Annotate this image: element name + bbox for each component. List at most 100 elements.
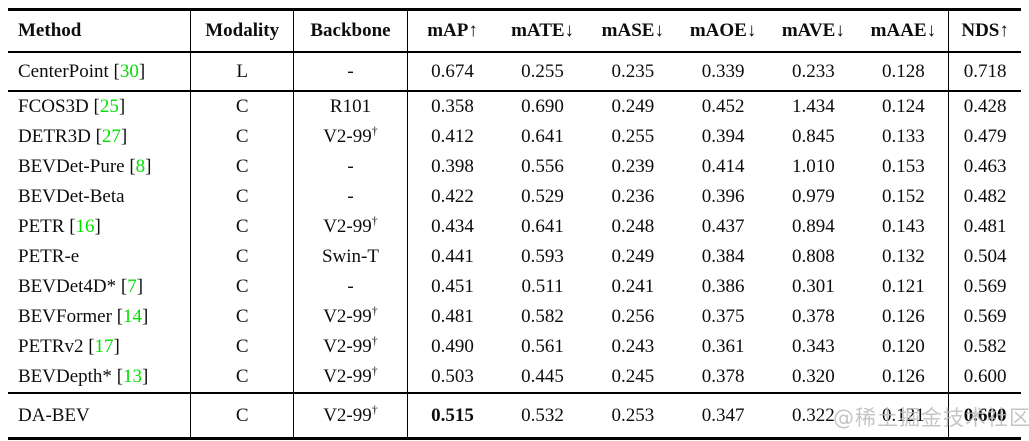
- table-row: CenterPoint [30] L - 0.674 0.255 0.235 0.339 0.…: [8, 52, 1021, 91]
- table-row: PETR [16] C V2-99† 0.434 0.641 0.248 0.437 0.89…: [8, 212, 1021, 242]
- cell-mase: 0.239: [611, 156, 655, 178]
- cell-maae: 0.126: [858, 362, 950, 393]
- down-arrow-icon: ↓: [926, 20, 937, 42]
- cell-method: BEVDet-Beta: [8, 182, 192, 212]
- cell-mave: 0.233: [791, 60, 835, 82]
- column-header-mase: mASE↓: [601, 20, 664, 42]
- cell-modality: C: [190, 182, 295, 212]
- cell-backbone: V2-99†: [293, 362, 408, 393]
- citation-number: 7: [127, 276, 137, 298]
- cell-nds: 0.569: [963, 276, 1007, 298]
- results-table: Method Modality Backbone mAP↑ mATE↓ mASE↓ mAOE…: [8, 8, 1021, 440]
- cell-map: 0.441: [431, 246, 474, 268]
- citation-number: 8: [135, 156, 146, 178]
- citation-number: 25: [99, 96, 119, 118]
- column-header-mate: mATE↓: [511, 20, 575, 42]
- cell-maoe: 0.386: [701, 276, 745, 298]
- column-header-nds: NDS↑: [961, 20, 1009, 42]
- cell-mave: 0.808: [791, 246, 835, 268]
- table-row: FCOS3D [25] C R101 0.358 0.690 0.249 0.452 1.43…: [8, 91, 1021, 122]
- citation-number: 13: [123, 366, 143, 388]
- column-header-map: mAP↑: [427, 20, 478, 42]
- cell-mase: 0.241: [611, 276, 655, 298]
- table-row: BEVDet4D* [7] C - 0.451 0.511 0.241 0.386 0.301…: [8, 272, 1021, 302]
- citation: [27]: [90, 126, 128, 148]
- cell-mave: 0.845: [791, 126, 835, 148]
- dagger-mark: †: [371, 363, 378, 378]
- cell-backbone: -: [293, 272, 408, 302]
- cell-modality: C: [190, 272, 295, 302]
- cell-backbone: V2-99†: [293, 302, 408, 332]
- cell-mate: 0.641: [521, 126, 564, 148]
- cell-method: BEVDet-Pure [8]: [8, 152, 192, 182]
- cell-mate: 0.582: [521, 306, 564, 328]
- up-arrow-icon: ↑: [468, 20, 478, 42]
- cell-nds: 0.463: [963, 156, 1007, 178]
- cell-method: PETR [16]: [8, 212, 192, 242]
- cell-mave: 1.434: [791, 96, 835, 118]
- cell-mave: 0.320: [791, 366, 835, 388]
- table-row: PETR-e C Swin-T 0.441 0.593 0.249 0.384 0.808 0.…: [8, 242, 1021, 272]
- down-arrow-icon: ↓: [746, 20, 757, 42]
- cell-method: PETRv2 [17]: [8, 332, 192, 362]
- cell-nds: 0.481: [963, 216, 1007, 238]
- cell-mave: 0.378: [791, 306, 835, 328]
- cell-maoe: 0.437: [701, 216, 745, 238]
- cell-modality: C: [190, 122, 295, 152]
- column-header-mave: mAVE↓: [781, 20, 845, 42]
- cell-backbone: Swin-T: [293, 242, 408, 272]
- cell-maoe: 0.378: [701, 366, 745, 388]
- dagger-mark: †: [371, 333, 378, 348]
- cell-maoe: 0.384: [701, 246, 745, 268]
- cell-map: 0.490: [431, 336, 474, 358]
- cell-maoe: 0.394: [701, 126, 745, 148]
- cell-maoe: 0.452: [701, 96, 745, 118]
- cell-map: 0.503: [431, 366, 474, 388]
- cell-modality: C: [190, 242, 295, 272]
- cell-map: 0.451: [431, 276, 474, 298]
- cell-method: DETR3D [27]: [8, 122, 192, 152]
- row-group-2: DA-BEV C V2-99† 0.515 0.532 0.253 0.347 0.322 0.…: [8, 393, 1021, 439]
- cell-mate: 0.641: [521, 216, 564, 238]
- dagger-mark: †: [371, 123, 378, 138]
- cell-map: 0.481: [431, 306, 474, 328]
- cell-maae: 0.153: [858, 152, 950, 182]
- cell-mave: 0.301: [791, 276, 835, 298]
- cell-mase: 0.236: [611, 186, 655, 208]
- cell-modality: C: [190, 302, 295, 332]
- table-header: Method Modality Backbone mAP↑ mATE↓ mASE↓ mAOE…: [8, 9, 1021, 52]
- table-row: BEVDepth* [13] C V2-99† 0.503 0.445 0.245 0.37…: [8, 362, 1021, 393]
- down-arrow-icon: ↓: [835, 20, 845, 42]
- cell-method: BEVDepth* [13]: [8, 362, 192, 393]
- cell-maoe: 0.396: [701, 186, 745, 208]
- cell-mate: 0.529: [521, 186, 564, 208]
- cell-backbone: V2-99†: [293, 393, 408, 439]
- cell-maoe: 0.375: [701, 306, 745, 328]
- citation-number: 14: [123, 306, 143, 328]
- cell-map: 0.674: [431, 60, 474, 82]
- citation: [14]: [111, 306, 149, 328]
- cell-nds: 0.718: [963, 60, 1007, 82]
- dagger-mark: †: [371, 213, 378, 228]
- header-row: Method Modality Backbone mAP↑ mATE↓ mASE↓ mAOE…: [8, 9, 1021, 52]
- cell-modality: C: [190, 212, 295, 242]
- cell-mate: 0.445: [521, 366, 564, 388]
- cell-mate: 0.561: [521, 336, 564, 358]
- cell-mate: 0.511: [521, 276, 564, 298]
- column-header-method: Method: [8, 9, 192, 52]
- citation: [7]: [116, 276, 144, 298]
- column-header-maoe: mAOE↓: [689, 20, 757, 42]
- citation: [13]: [111, 366, 149, 388]
- cell-mase: 0.243: [611, 336, 655, 358]
- cell-mave: 0.322: [791, 404, 835, 426]
- cell-maae: 0.124: [858, 91, 950, 122]
- cell-modality: C: [190, 91, 295, 122]
- cell-mate: 0.593: [521, 246, 564, 268]
- cell-nds: 0.600: [963, 404, 1007, 426]
- cell-map: 0.434: [431, 216, 474, 238]
- column-header-maae: mAAE↓: [858, 9, 950, 52]
- cell-map: 0.358: [431, 96, 474, 118]
- cell-backbone: -: [293, 52, 408, 91]
- cell-backbone: V2-99†: [293, 212, 408, 242]
- cell-mave: 0.343: [791, 336, 835, 358]
